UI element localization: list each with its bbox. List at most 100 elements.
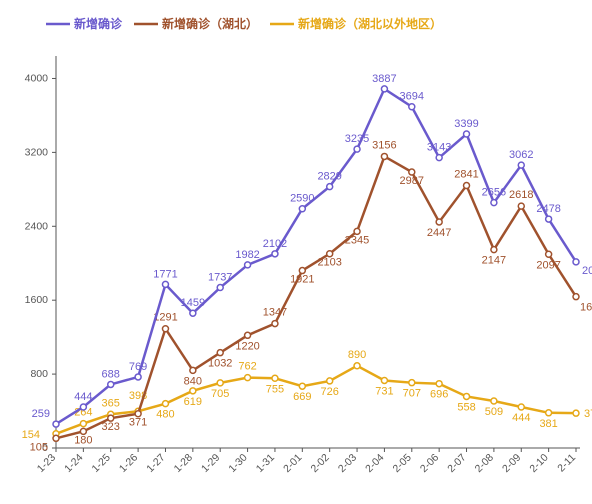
value-label-total: 444 [74,391,92,403]
value-label-outside: 377 [584,408,592,420]
value-label-total: 1737 [208,272,232,284]
point-hubei [381,153,387,159]
value-label-outside: 696 [430,389,448,401]
value-label-outside: 755 [266,383,284,395]
value-label-total: 2656 [482,187,506,199]
point-outside [272,375,278,381]
point-outside [327,378,333,384]
point-total [80,404,86,410]
value-label-hubei: 2097 [536,259,560,271]
value-label-total: 1459 [181,297,205,309]
value-label-total: 1982 [235,249,259,261]
value-label-total: 3399 [454,118,478,130]
point-outside [299,383,305,389]
point-total [518,162,524,168]
value-label-total: 3143 [427,142,451,154]
value-label-outside: 558 [457,401,475,413]
value-label-total: 3694 [400,91,424,103]
y-tick-label: 4000 [25,72,49,84]
value-label-total: 2829 [317,171,341,183]
point-hubei [464,183,470,189]
value-label-hubei: 2618 [509,189,533,201]
legend-label: 新增确诊 [74,16,123,31]
value-label-hubei: 2841 [454,169,478,181]
point-outside [245,375,251,381]
point-total [546,216,552,222]
value-label-hubei: 1347 [263,307,287,319]
point-total [436,155,442,161]
value-label-outside: 762 [238,361,256,373]
legend-label: 新增确诊（湖北） [162,16,258,31]
value-label-hubei: 105 [30,441,48,453]
value-label-hubei: 1921 [290,274,314,286]
point-total [190,310,196,316]
point-total [135,374,141,380]
point-total [53,421,59,427]
value-label-outside: 480 [156,409,174,421]
value-label-hubei: 323 [102,421,120,433]
point-outside [546,410,552,416]
point-total [381,86,387,92]
value-label-total: 2478 [536,203,560,215]
point-hubei [190,367,196,373]
point-total [245,262,251,268]
point-outside [464,393,470,399]
point-total [464,131,470,137]
y-tick-label: 2400 [25,220,49,232]
value-label-outside: 669 [293,391,311,403]
line-chart: 080016002400320040001-231-241-251-261-27… [0,0,592,504]
point-hubei [162,326,168,332]
point-hubei [245,332,251,338]
point-total [217,285,223,291]
point-hubei [546,251,552,257]
point-outside [80,421,86,427]
value-label-total: 2102 [263,238,287,250]
value-label-total: 259 [32,408,50,420]
point-outside [491,398,497,404]
value-label-outside: 509 [485,406,503,418]
point-hubei [217,350,223,356]
value-label-hubei: 840 [184,375,202,387]
point-total [272,251,278,257]
point-outside [436,381,442,387]
value-label-hubei: 2103 [317,257,341,269]
value-label-outside: 707 [403,388,421,400]
point-total [327,184,333,190]
value-label-hubei: 2147 [482,255,506,267]
value-label-total: 3235 [345,133,369,145]
point-total [108,381,114,387]
point-outside [354,363,360,369]
value-label-total: 3887 [372,73,396,85]
value-label-outside: 365 [102,397,120,409]
point-total [491,200,497,206]
legend-label: 新增确诊（湖北以外地区） [298,16,442,31]
point-total [409,104,415,110]
y-tick-label: 3200 [25,146,49,158]
value-label-outside: 154 [22,429,40,441]
value-label-total: 2015 [582,265,592,277]
point-outside [518,404,524,410]
value-label-total: 688 [102,368,120,380]
value-label-hubei: 371 [129,417,147,429]
y-tick-label: 1600 [25,294,49,306]
value-label-outside: 890 [348,349,366,361]
value-label-hubei: 180 [74,434,92,446]
value-label-outside: 444 [512,412,530,424]
point-total [573,259,579,265]
point-outside [217,380,223,386]
value-label-total: 1771 [153,268,177,280]
value-label-outside: 705 [211,388,229,400]
point-outside [573,410,579,416]
value-label-hubei: 1638 [580,302,592,314]
value-label-hubei: 2447 [427,227,451,239]
value-label-outside: 381 [539,418,557,430]
value-label-hubei: 2345 [345,234,369,246]
value-label-hubei: 1032 [208,358,232,370]
point-hubei [573,294,579,300]
point-hubei [518,203,524,209]
value-label-total: 769 [129,361,147,373]
point-hubei [272,321,278,327]
point-hubei [436,219,442,225]
value-label-total: 2590 [290,193,314,205]
value-label-hubei: 1220 [235,340,259,352]
